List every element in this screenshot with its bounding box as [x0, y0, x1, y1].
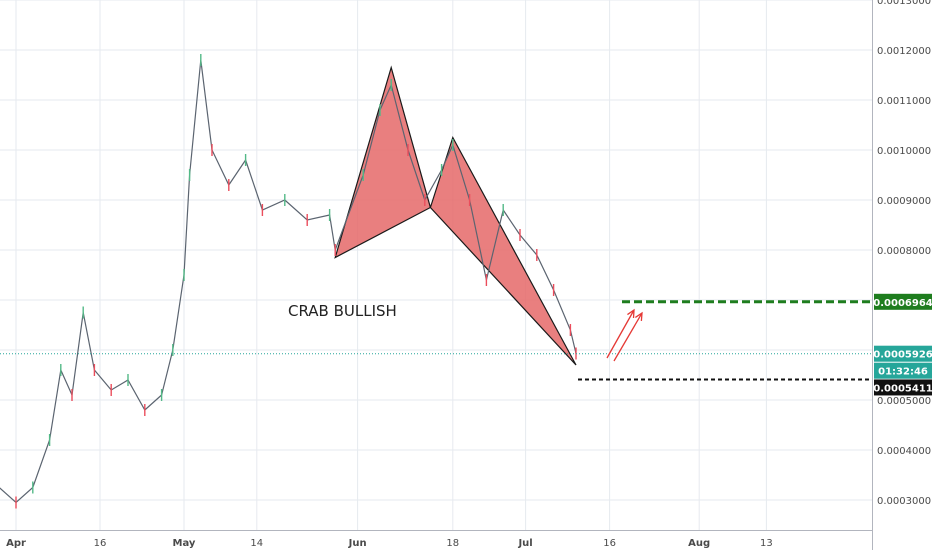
- x-tick-label: 16: [603, 538, 616, 549]
- price-labels: 0.0006964 0.0005926 01:32:46 0.0005411: [873, 293, 932, 396]
- y-tick-label: 0.0009000: [877, 196, 931, 207]
- pattern-annotation: CRAB BULLISH: [288, 302, 397, 320]
- x-tick-label: Jul: [517, 538, 532, 549]
- y-tick-label: 0.0013000: [877, 0, 931, 7]
- last-price-label: 0.0005926: [873, 350, 932, 361]
- y-axis-ticks: 0.00030000.00040000.00050000.00060000.00…: [877, 0, 931, 507]
- countdown-label-bg: [874, 362, 932, 379]
- x-tick-label: Jun: [348, 538, 367, 549]
- bullish-arrow-2-head: [635, 311, 643, 322]
- bullish-arrow-1-head: [627, 308, 635, 319]
- y-tick-label: 0.0004000: [877, 446, 931, 457]
- pattern-triangle-xab: [334, 65, 432, 259]
- price-line: [0, 59, 577, 504]
- y-tick-label: 0.0010000: [877, 146, 931, 157]
- pattern-triangle-bcd: [429, 135, 577, 366]
- y-tick-label: 0.0008000: [877, 246, 931, 257]
- last-price-label-bg: [874, 345, 932, 362]
- bullish-arrow-1: [606, 309, 635, 359]
- x-tick-label: 16: [94, 538, 107, 549]
- countdown-label: 01:32:46: [878, 367, 928, 378]
- x-tick-label: May: [173, 538, 196, 549]
- price-levels: [0, 300, 872, 381]
- x-axis-ticks: Apr 16 May 14 Jun 18 Jul 16 Aug 13: [6, 538, 773, 549]
- x-tick-label: Aug: [688, 538, 710, 549]
- bullish-arrow-2: [613, 312, 643, 362]
- x-tick-label: Apr: [6, 538, 26, 549]
- axes: [0, 0, 873, 550]
- y-tick-label: 0.0003000: [877, 496, 931, 507]
- x-tick-label: 13: [760, 538, 773, 549]
- stop-price-label: 0.0005411: [873, 383, 932, 394]
- y-tick-label: 0.0011000: [877, 96, 931, 107]
- target-price-label: 0.0006964: [873, 298, 932, 309]
- harmonic-pattern: [334, 65, 577, 366]
- x-tick-label: 14: [250, 538, 263, 549]
- stop-price-label-bg: [874, 379, 932, 396]
- y-tick-label: 0.0012000: [877, 46, 931, 57]
- bullish-arrows: [606, 308, 643, 362]
- target-price-label-bg: [874, 293, 932, 310]
- x-tick-label: 18: [446, 538, 459, 549]
- y-tick-label: 0.0005000: [877, 396, 931, 407]
- price-series: [0, 54, 577, 509]
- grid-lines: [0, 0, 872, 530]
